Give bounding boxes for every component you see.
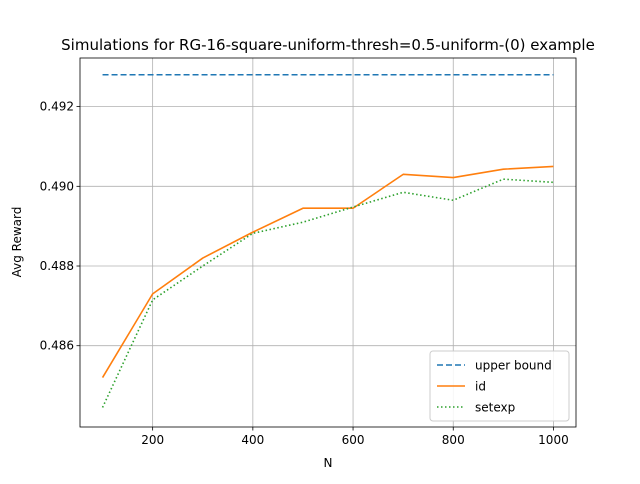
series-line-id bbox=[101, 165, 554, 379]
series-line-setexp bbox=[101, 178, 554, 408]
x-tick-label: 200 bbox=[141, 433, 164, 447]
plot-area-frame bbox=[79, 57, 577, 428]
x-axis-ticks: 200 400 600 800 1000 bbox=[141, 427, 569, 447]
legend-label-setexp: setexp bbox=[475, 401, 515, 415]
y-axis-label: Avg Reward bbox=[10, 207, 24, 278]
chart-title: Simulations for RG-16-square-uniform-thr… bbox=[61, 36, 595, 54]
grid bbox=[80, 58, 576, 427]
x-tick-label: 800 bbox=[442, 433, 465, 447]
x-axis-label: N bbox=[324, 456, 333, 470]
legend-box bbox=[429, 350, 570, 422]
y-tick-label: 0.488 bbox=[40, 259, 74, 273]
x-tick-label: 600 bbox=[342, 433, 365, 447]
y-axis-ticks: 0.486 0.488 0.490 0.492 bbox=[40, 100, 80, 353]
x-tick-label: 400 bbox=[241, 433, 264, 447]
y-tick-label: 0.492 bbox=[40, 100, 74, 114]
y-tick-label: 0.486 bbox=[40, 339, 74, 353]
legend-items: upper bound id setexp bbox=[437, 359, 552, 415]
legend-label-upper-bound: upper bound bbox=[475, 359, 552, 373]
y-tick-label: 0.490 bbox=[40, 179, 74, 193]
legend-label-id: id bbox=[475, 380, 486, 394]
x-tick-label: 1000 bbox=[538, 433, 569, 447]
legend: upper bound id setexp bbox=[429, 350, 570, 422]
series-lines bbox=[101, 73, 554, 408]
